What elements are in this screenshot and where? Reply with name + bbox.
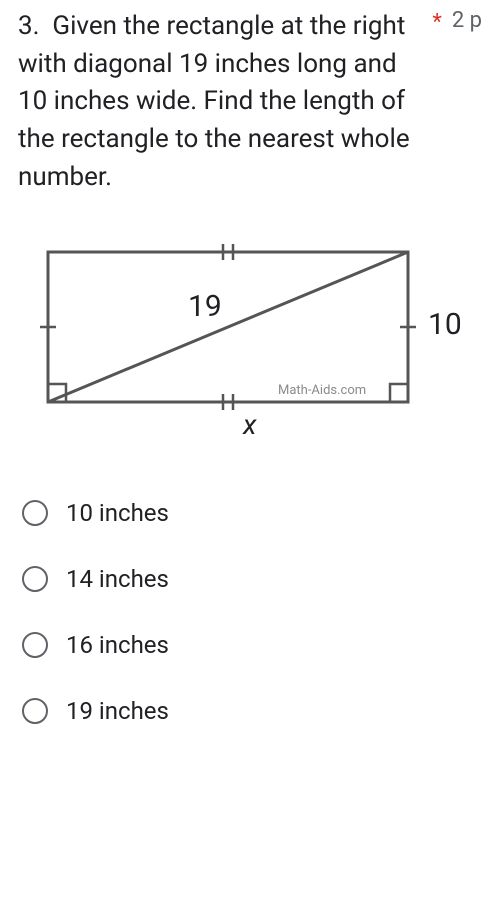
- question-header: 3. Given the rectangle at the right with…: [18, 8, 482, 196]
- option-row[interactable]: 16 inches: [18, 612, 482, 678]
- option-label: 19 inches: [66, 697, 169, 725]
- answer-options: 10 inches 14 inches 16 inches 19 inches: [18, 480, 482, 744]
- option-label: 16 inches: [66, 631, 169, 659]
- radio-icon: [22, 566, 48, 592]
- width-label: 10: [428, 307, 462, 342]
- diagram-svg: 19 10 x Math-Aids.com: [18, 234, 478, 444]
- radio-icon: [22, 500, 48, 526]
- question-number: 3.: [18, 11, 39, 41]
- diagonal-label: 19: [188, 289, 222, 324]
- option-row[interactable]: 14 inches: [18, 546, 482, 612]
- radio-icon: [22, 632, 48, 658]
- diagram-watermark: Math-Aids.com: [278, 383, 366, 398]
- radio-icon: [22, 698, 48, 724]
- question-text: 3. Given the rectangle at the right with…: [18, 8, 422, 196]
- points-label: 2 p: [452, 8, 482, 33]
- option-label: 10 inches: [66, 499, 169, 527]
- option-row[interactable]: 10 inches: [18, 480, 482, 546]
- length-label: x: [242, 408, 257, 441]
- required-indicator: *: [432, 8, 441, 35]
- rectangle-diagram: 19 10 x Math-Aids.com: [18, 234, 482, 444]
- question-body: Given the rectangle at the right with di…: [18, 11, 410, 192]
- option-row[interactable]: 19 inches: [18, 678, 482, 744]
- option-label: 14 inches: [66, 565, 169, 593]
